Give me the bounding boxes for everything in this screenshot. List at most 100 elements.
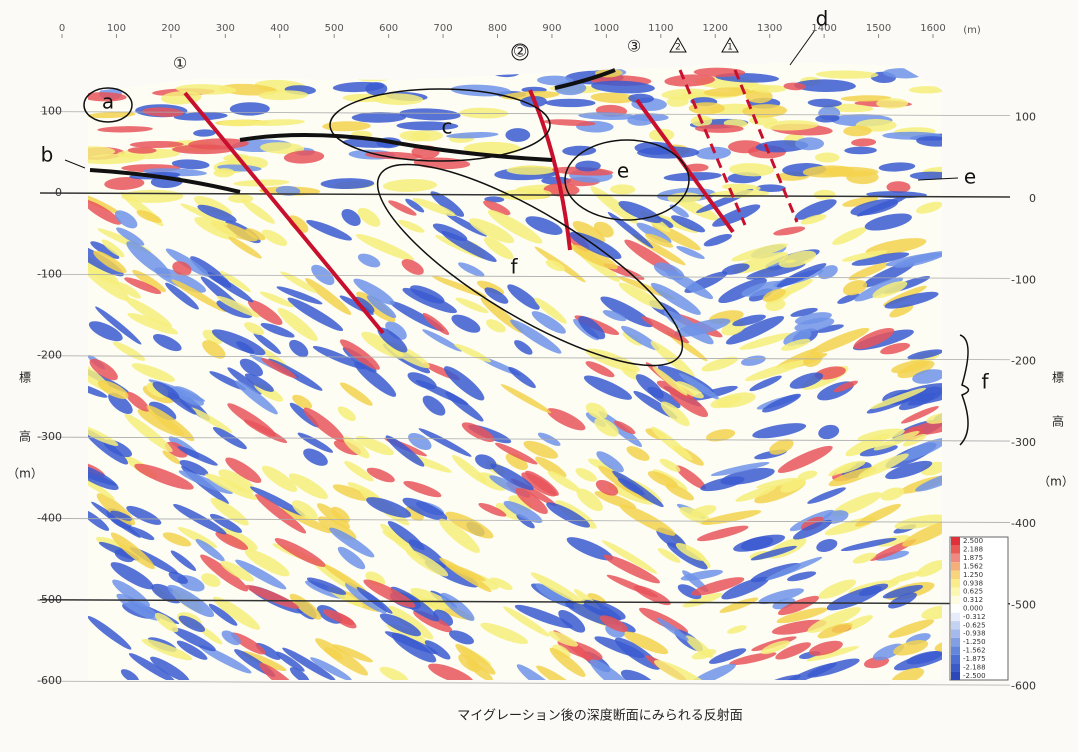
reflection-blob: [355, 233, 415, 261]
reflection-blob: [152, 381, 180, 400]
x-tick-label: 1100: [648, 23, 673, 34]
reflection-blob: [244, 373, 274, 392]
reflection-blob: [339, 382, 373, 406]
reflection-blob: [444, 366, 485, 401]
reflection-blob: [614, 420, 636, 435]
reflection-blob: [478, 502, 507, 517]
reflection-blob: [402, 287, 457, 314]
reflection-blob: [807, 487, 846, 504]
reflection-blob: [487, 210, 543, 244]
colorbar-label: -1.562: [963, 647, 986, 655]
reflection-blob: [259, 291, 294, 308]
reflection-blob: [422, 395, 446, 416]
reflection-blob: [445, 391, 484, 422]
annotation-letter: f: [981, 370, 989, 394]
reflection-blob: [721, 263, 750, 275]
reflection-blob: [815, 70, 879, 79]
reflection-blob: [324, 647, 344, 660]
grid-line: [39, 518, 1011, 523]
seismic-section: [88, 62, 942, 680]
reflection-blob: [627, 114, 654, 126]
reflection-blob: [775, 642, 811, 660]
reflection-blob: [651, 426, 693, 461]
reflection-blob: [202, 340, 226, 359]
colorbar-label: 2.500: [963, 537, 983, 545]
reflection-blob: [114, 210, 138, 229]
reflection-blob: [249, 119, 305, 126]
reflection-blob: [728, 140, 764, 154]
x-tick-label: 1200: [703, 23, 728, 34]
reflection-blob: [680, 569, 723, 581]
reflection-blob: [124, 297, 173, 328]
reflection-blob: [807, 607, 861, 633]
reflector: [239, 133, 553, 162]
reflection-blob: [90, 241, 120, 260]
reflection-blob: [720, 467, 775, 485]
y-tick-label: -200: [1011, 355, 1036, 368]
reflection-blob: [514, 340, 533, 355]
reflection-blob: [508, 495, 532, 512]
reflection-blob: [710, 461, 770, 477]
reflection-blob: [703, 87, 751, 97]
reflection-blob: [292, 394, 313, 410]
reflection-blob: [842, 280, 868, 296]
reflection-blob: [422, 312, 450, 335]
reflection-blob: [461, 422, 495, 442]
reflection-blob: [732, 314, 766, 327]
caption: マイグレーション後の深度断面にみられる反射面: [457, 708, 742, 724]
y-tick-label: -200: [37, 349, 62, 362]
reflection-blob: [536, 665, 580, 680]
reflection-blob: [596, 451, 624, 473]
reflection-blob: [906, 650, 942, 665]
reflection-blob: [682, 592, 723, 608]
reflection-blob: [97, 380, 129, 399]
colorbar-label: -2.188: [963, 663, 986, 671]
circle: [329, 88, 551, 162]
reflection-blob: [126, 241, 171, 278]
reflection-blob: [807, 658, 860, 678]
reflection-blob: [197, 204, 237, 223]
reflection-blob: [311, 264, 335, 286]
reflection-blob: [387, 520, 425, 551]
reflection-blob: [170, 550, 197, 571]
reflection-blob: [165, 441, 188, 458]
reflection-blob: [543, 119, 596, 126]
reflection-blob: [826, 585, 882, 611]
reflection-blob: [218, 469, 255, 493]
reflection-blob: [209, 371, 247, 391]
y-tick-label: -300: [1011, 436, 1036, 449]
reflection-blob: [215, 531, 249, 551]
reflection-blob: [547, 470, 581, 492]
reflection-blob: [341, 208, 361, 227]
reflection-blob: [813, 189, 836, 200]
reflection-blob: [430, 191, 465, 217]
reflection-blob: [177, 446, 218, 466]
reflection-blob: [439, 557, 492, 593]
colorbar-swatch: [951, 663, 960, 672]
reflection-blob: [666, 96, 689, 107]
reflection-blob: [549, 647, 586, 677]
reflection-blob: [288, 473, 328, 500]
reflection-blob: [220, 560, 254, 582]
reflection-blob: [888, 592, 917, 609]
reflection-blob: [729, 163, 775, 177]
reflection-blob: [832, 227, 867, 245]
reflection-blob: [440, 592, 475, 621]
reflection-blob: [396, 121, 459, 131]
reflection-blob: [848, 262, 889, 281]
x-tick-label: 1600: [920, 23, 945, 34]
reflection-blob: [691, 649, 717, 660]
reflection-blob: [733, 534, 786, 552]
reflection-blob: [671, 215, 706, 233]
y-tick-label: -600: [37, 674, 62, 687]
reflection-blob: [844, 146, 877, 155]
reflection-blob: [647, 471, 678, 489]
reflection-blob: [320, 178, 375, 190]
reflection-blob: [760, 640, 790, 655]
x-tick-label: 0: [59, 23, 65, 34]
reflection-blob: [322, 121, 371, 132]
y-tick-label: -400: [37, 511, 62, 524]
reflection-blob: [862, 261, 916, 288]
reflection-blob: [859, 444, 898, 457]
reflection-blob: [202, 329, 223, 345]
